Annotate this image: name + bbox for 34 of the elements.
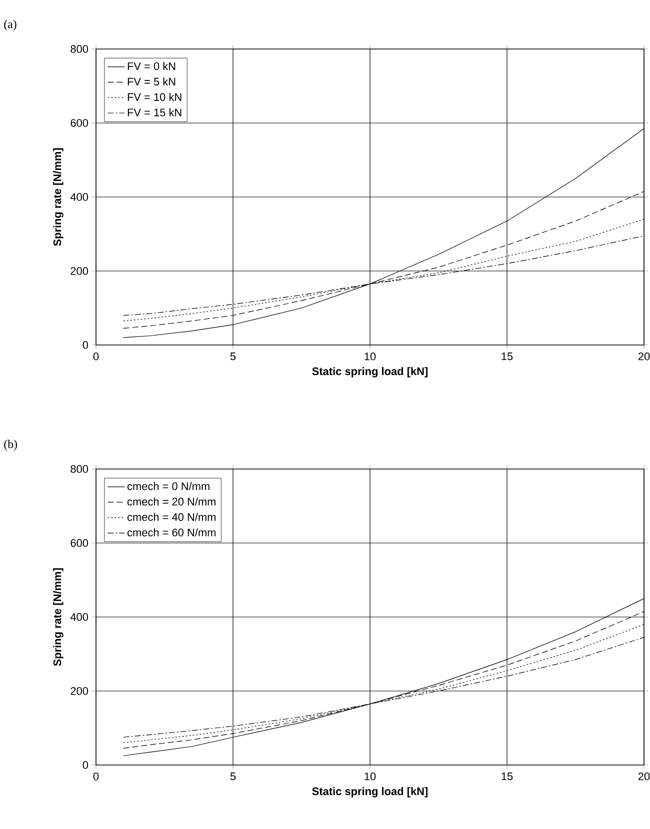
- y-tick-label: 600: [70, 539, 88, 547]
- y-tick-label: 800: [70, 465, 88, 473]
- legend-label: FV = 15 kN: [128, 108, 182, 116]
- legend-label: cmech = 40 N/mm: [127, 512, 216, 521]
- y-tick-label: 400: [70, 193, 88, 201]
- y-tick-label: 0: [82, 761, 88, 769]
- x-tick-label: 10: [364, 352, 376, 360]
- legend-label: cmech = 0 N/mm: [127, 482, 210, 490]
- chart-title: (a): [4, 20, 16, 31]
- y-tick-label: 400: [70, 613, 88, 621]
- chart-title: (b): [4, 440, 18, 451]
- legend-label: FV = 5 kN: [128, 77, 176, 86]
- x-tick-label: 5: [230, 352, 236, 360]
- y-tick-label: 600: [70, 119, 88, 127]
- x-tick-label: 10: [364, 772, 376, 780]
- y-axis-title: Spring rate [N/mm]: [53, 568, 64, 666]
- legend-label: cmech = 20 N/mm: [127, 497, 216, 506]
- legend-label: cmech = 60 N/mm: [127, 528, 216, 536]
- x-tick-label: 20: [638, 772, 650, 780]
- y-tick-label: 200: [70, 687, 88, 695]
- x-tick-label: 15: [502, 352, 513, 360]
- x-tick-label: 15: [502, 772, 513, 780]
- y-tick-label: 800: [70, 45, 88, 53]
- y-tick-label: 0: [82, 341, 88, 349]
- legend-label: FV = 0 kN: [128, 62, 176, 70]
- x-tick-label: 0: [93, 352, 99, 360]
- x-axis-title: Static spring load [kN]: [312, 367, 428, 378]
- x-tick-label: 20: [638, 352, 650, 360]
- y-axis-title: Spring rate [N/mm]: [53, 148, 64, 246]
- legend-label: FV = 10 kN: [128, 92, 182, 101]
- x-axis-title: Static spring load [kN]: [312, 787, 428, 798]
- x-tick-label: 0: [93, 772, 99, 780]
- y-tick-label: 200: [70, 267, 88, 275]
- x-tick-label: 5: [230, 772, 236, 780]
